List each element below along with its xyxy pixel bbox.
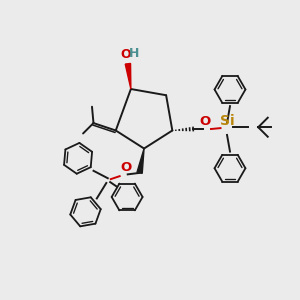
Text: H: H — [129, 47, 140, 60]
Polygon shape — [137, 148, 144, 173]
Text: Si: Si — [220, 113, 234, 128]
Text: O: O — [120, 161, 131, 174]
Polygon shape — [125, 63, 131, 89]
Text: O: O — [199, 115, 210, 128]
Text: O: O — [121, 48, 131, 62]
